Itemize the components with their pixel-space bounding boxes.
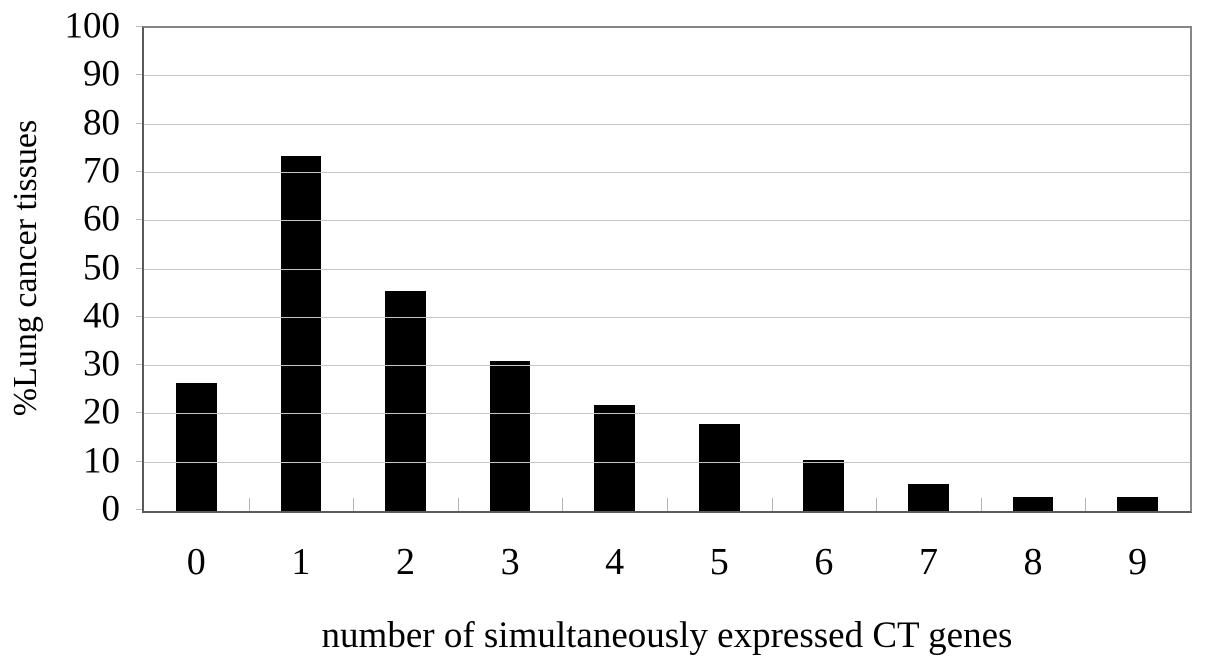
y-tick-label-70: 70 [83, 150, 120, 192]
bar-slot-7 [876, 28, 981, 511]
x-tick-label-3: 3 [500, 541, 520, 583]
x-axis-title: number of simultaneously expressed CT ge… [321, 615, 1013, 656]
x-axis-minor-tick [667, 498, 668, 511]
y-axis-minor-tick [136, 509, 142, 510]
y-axis-minor-tick [136, 267, 142, 269]
x-tick-label-5: 5 [709, 541, 729, 583]
x-axis-tick-labels: 0 1 2 3 4 5 6 7 8 9 [144, 543, 1190, 593]
y-tick-label-10: 10 [83, 440, 120, 482]
x-tick-label-8: 8 [1023, 541, 1043, 583]
y-axis-minor-tick [136, 74, 142, 76]
plot-area [142, 26, 1192, 513]
y-tick-label-80: 80 [83, 102, 120, 144]
bar-0 [175, 383, 217, 511]
y-tick-label-90: 90 [83, 53, 120, 95]
x-tick-label-6: 6 [814, 541, 834, 583]
bar-3 [489, 361, 531, 511]
x-tick-label-0: 0 [186, 541, 206, 583]
gridline-10 [144, 461, 1190, 463]
gridline-20 [144, 413, 1190, 415]
y-axis-tick-labels: 0 10 20 30 40 50 60 70 80 90 100 [0, 8, 128, 528]
bar-slot-5 [667, 28, 772, 511]
bar-slot-9 [1085, 28, 1190, 511]
bar-6 [803, 460, 845, 511]
gridline-50 [144, 268, 1190, 270]
x-axis-minor-tick [248, 498, 250, 511]
y-axis-minor-tick [136, 122, 142, 124]
bar-slot-0 [144, 28, 249, 511]
bar-2 [385, 291, 426, 511]
x-tick-label-2: 2 [395, 541, 415, 583]
x-tick-label-7: 7 [918, 541, 938, 583]
bar-7 [908, 484, 949, 511]
gridline-90 [144, 75, 1190, 77]
y-tick-label-20: 20 [83, 391, 120, 433]
gridline-80 [144, 123, 1190, 125]
gridline-60 [144, 220, 1190, 222]
bar-9 [1117, 496, 1159, 511]
y-tick-label-40: 40 [83, 295, 120, 337]
x-tick-label-9: 9 [1128, 541, 1148, 583]
x-axis-minor-tick [1085, 498, 1087, 511]
x-axis-minor-tick [876, 498, 878, 511]
gridline-70 [144, 171, 1190, 173]
bar-1 [280, 156, 322, 511]
y-tick-label-50: 50 [83, 247, 120, 288]
y-axis-minor-tick [136, 26, 142, 27]
x-axis-minor-tick [457, 498, 459, 511]
y-axis-minor-tick [136, 460, 142, 462]
x-axis-minor-tick [562, 498, 564, 511]
y-axis-minor-tick [136, 364, 142, 366]
bar-slot-8 [981, 28, 1086, 511]
y-axis-minor-tick [136, 219, 142, 221]
bar-slot-3 [458, 28, 563, 511]
bar-slot-2 [353, 28, 458, 511]
x-tick-label-1: 1 [291, 541, 311, 583]
y-tick-label-0: 0 [101, 488, 121, 530]
x-axis-minor-tick [771, 498, 773, 511]
y-axis-minor-tick [136, 412, 142, 414]
bar-8 [1012, 496, 1054, 511]
bar-slot-6 [772, 28, 877, 511]
bar-4 [594, 404, 636, 511]
y-axis-minor-tick [136, 170, 142, 172]
gridline-30 [144, 365, 1190, 367]
y-tick-label-100: 100 [64, 5, 121, 47]
bar-slot-1 [249, 28, 354, 511]
x-axis-minor-tick [980, 498, 982, 511]
bar-series [144, 28, 1190, 511]
x-tick-label-4: 4 [605, 541, 625, 583]
gridline-40 [144, 316, 1190, 318]
bar-slot-4 [562, 28, 667, 511]
bar-5 [698, 424, 740, 511]
y-tick-label-60: 60 [83, 198, 120, 240]
x-axis-minor-tick [353, 498, 355, 511]
y-tick-label-30: 30 [83, 343, 120, 385]
y-axis-minor-tick [136, 315, 142, 317]
